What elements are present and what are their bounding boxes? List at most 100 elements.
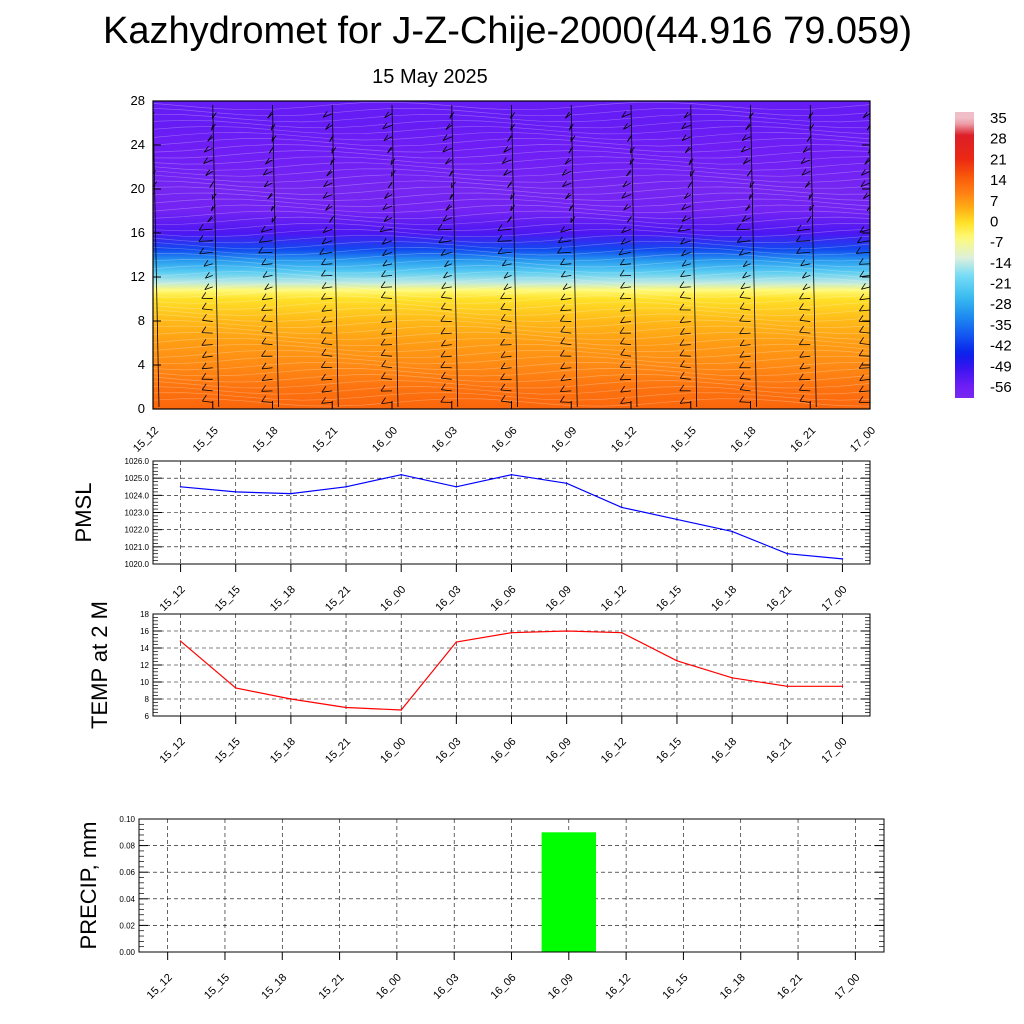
wind-barb-flag [855,247,861,254]
wind-barb [199,251,213,255]
wind-barb [620,274,632,277]
wind-barb-flag [381,360,387,367]
wind-barb-flag [565,192,570,200]
wind-barb-flag [739,383,745,390]
wind-barb [859,298,870,301]
wind-barb [321,390,333,393]
wind-barb [503,147,512,153]
wind-barb-flag [741,134,747,141]
wind-barb-flag [559,395,565,403]
x-tick-label: 16_00 [378,736,408,766]
wind-barb [500,308,512,311]
x-tick-label: 15_15 [213,584,243,614]
wind-barb-flag [681,249,686,257]
wind-barb-flag [859,293,865,301]
wind-barb-flag [497,224,503,231]
wind-barb [860,182,870,188]
wind-barb [560,367,572,370]
wind-barb [560,343,572,346]
x-tick-label: 15_18 [259,972,289,1002]
wind-barb [620,263,632,266]
y-tick-label: 16 [131,225,145,240]
wind-barb-flag [507,216,512,223]
wind-barb-flag [681,134,687,141]
wind-barb [382,240,393,245]
wind-barb-flag [440,371,446,379]
panel-frame [152,613,871,717]
wind-barb [680,377,691,380]
y-tick-label: 1024.0 [125,491,150,500]
contour-line [153,337,870,347]
contour-line [153,132,870,141]
contour-line [153,228,870,238]
wind-barb-flag [205,271,210,279]
wind-barb-flag [445,204,451,211]
wind-barb-flag [261,385,266,392]
contour-line [153,253,870,262]
wind-barb-flag [860,180,866,187]
wind-barb [799,378,811,381]
data-point [345,706,347,709]
x-tick-label: 15_15 [191,425,221,455]
wind-barb-flag [445,157,450,165]
wind-barb [153,378,154,380]
contour-line [153,210,870,219]
data-point [621,631,623,634]
wind-barb-flag [262,271,268,278]
wind-barb [383,217,393,222]
wind-barb-flag [322,111,328,118]
wind-barb-flag [799,292,804,300]
y-tick-label: 1025.0 [125,474,150,483]
wind-barb [322,286,333,289]
x-tick-label: 16_09 [546,972,576,1002]
wind-barb-flag [443,271,448,279]
wind-barb-flag [321,397,326,404]
x-tick-label: 16_06 [489,736,519,766]
y-tick-label: 10 [140,678,149,687]
wind-barb-flag [739,314,744,322]
wind-barb-staff [153,104,160,408]
x-tick-label: 16_12 [609,425,639,455]
wind-barb [381,402,393,404]
wind-barb [557,251,572,254]
wind-barb-flag [198,235,204,242]
wind-barb-flag [560,337,566,344]
wind-barb-flag [201,372,207,380]
wind-barb-flag [623,123,628,130]
wind-barb-flag [743,157,748,165]
wind-barb [204,147,213,153]
wind-barb-flag [862,111,868,119]
wind-barb-flag [559,349,565,357]
contour-line [153,386,870,395]
pmsl-panel: 1020.0 1021.0 1022.0 1023.0 1024.0 1025.0 1026… [71,457,871,614]
x-tick-label: 16_09 [544,736,574,766]
data-point [400,473,403,476]
wind-barb-flag [627,135,632,142]
wind-barb-flag [261,362,267,370]
wind-barb-flag [207,135,213,142]
wind-barb [739,377,751,380]
contour-line [153,380,870,389]
contour-line [153,265,870,274]
wind-barb [623,205,632,211]
wind-barb-flag [261,314,267,322]
wind-barb [620,378,632,381]
wind-barb-flag [440,302,446,310]
wind-barb-flag [680,237,685,245]
wind-barb-flag [381,270,386,277]
wind-barb-flag [857,236,862,244]
wind-barb-flag [746,169,752,177]
contour-line [153,362,870,371]
data-point [179,640,182,642]
wind-barb-flag [796,224,802,232]
x-tick-label: 16_03 [430,425,460,455]
y-axis-label: PMSL [71,483,96,543]
wind-barb-flag [146,261,150,267]
wind-barb [742,136,751,142]
wind-barb-flag [261,304,266,311]
wind-barb [500,389,512,392]
wind-barb [202,319,213,322]
wind-barb [739,401,751,403]
wind-barb [497,228,512,231]
